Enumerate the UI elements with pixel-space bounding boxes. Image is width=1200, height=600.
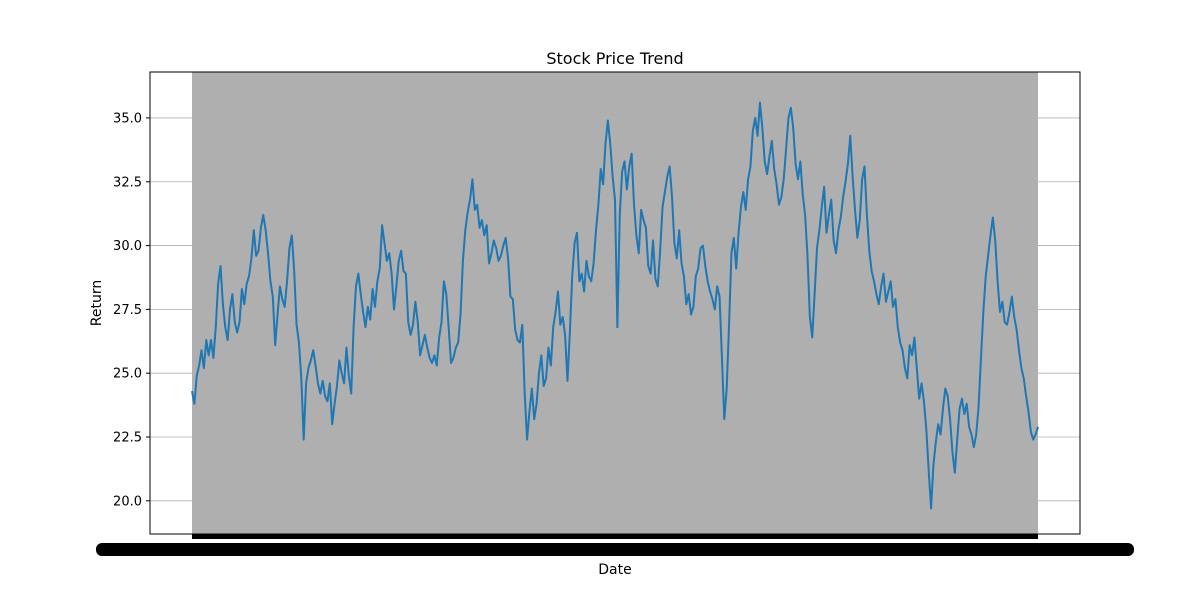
- x-tick-labels-overlap: [96, 543, 1134, 556]
- y-tick-label: 32.5: [113, 175, 142, 190]
- y-axis: 20.0 22.5 25.0 27.5 30.0 32.5 35.0: [113, 111, 150, 509]
- y-tick-label: 35.0: [113, 111, 142, 126]
- y-tick-label: 27.5: [113, 303, 142, 318]
- axes-border: [149, 71, 1081, 535]
- y-axis-label: Return: [89, 280, 105, 326]
- chart-title: Stock Price Trend: [546, 49, 683, 68]
- plot-area-background: [192, 72, 1038, 534]
- x-tick-marks-band: [192, 534, 1038, 539]
- y-tick-label: 20.0: [113, 494, 142, 509]
- x-axis-tick-band: [96, 534, 1134, 556]
- y-tick-label: 22.5: [113, 431, 142, 446]
- y-tick-label: 25.0: [113, 367, 142, 382]
- gridlines: [150, 117, 1080, 502]
- series-line: [191, 101, 1039, 510]
- y-tick-label: 30.0: [113, 239, 142, 254]
- x-axis-label: Date: [598, 562, 631, 578]
